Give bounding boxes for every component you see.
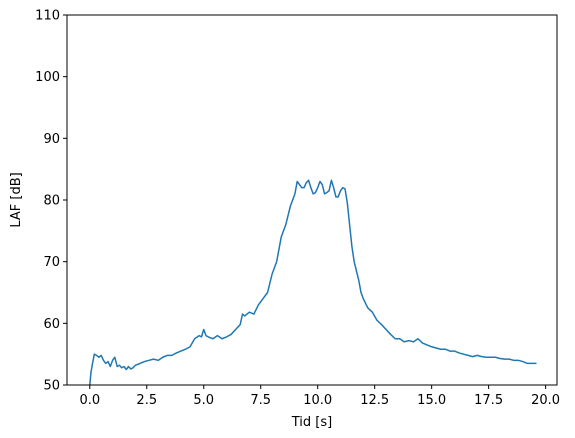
y-tick-label: 100: [35, 70, 60, 85]
y-tick-label: 90: [43, 132, 60, 147]
x-tick-label: 5.0: [193, 393, 214, 408]
y-tick-label: 70: [43, 255, 60, 270]
x-tick-label: 7.5: [250, 393, 271, 408]
y-tick-label: 110: [35, 9, 60, 24]
series-line-0: [89, 179, 537, 386]
x-axis-ticks: 0.0 2.5 5.0 7.5 10.0 12.5 15.0 17.5 20.0: [79, 385, 560, 408]
y-tick-label: 80: [43, 194, 60, 209]
plot-frame: [66, 14, 558, 386]
y-tick-label: 60: [43, 317, 60, 332]
y-axis-ticks: 50 60 70 80 90 100 110: [35, 9, 67, 394]
x-tick-label: 17.5: [474, 393, 503, 408]
x-axis-label: Tid [s]: [291, 415, 332, 430]
x-tick-label: 15.0: [417, 393, 446, 408]
chart-marks: [89, 179, 537, 386]
x-tick-label: 0.0: [79, 393, 100, 408]
x-tick-label: 2.5: [136, 393, 157, 408]
y-tick-label: 50: [43, 379, 60, 394]
x-tick-label: 10.0: [303, 393, 332, 408]
x-tick-label: 12.5: [360, 393, 389, 408]
y-axis-label: LAF [dB]: [9, 172, 24, 227]
x-tick-label: 20.0: [531, 393, 560, 408]
